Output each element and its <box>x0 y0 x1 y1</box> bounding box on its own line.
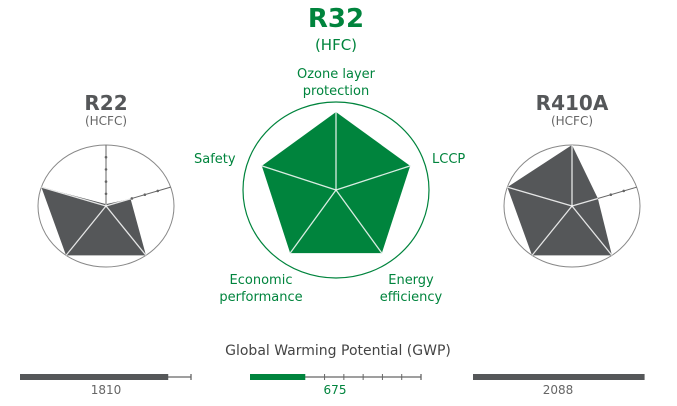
axis-label-ozone-line1: Ozone layer <box>297 67 375 82</box>
r32-radar-spoke <box>335 165 411 191</box>
axis-label-energy-line2: efficiency <box>379 290 443 305</box>
r410a-axis-tick <box>609 193 613 196</box>
r22-axis-tick <box>104 180 108 183</box>
r22-axis-tick <box>104 155 108 159</box>
r32-subtitle: (HFC) <box>314 36 358 54</box>
r22-axis-tick <box>104 168 108 171</box>
r32-gwp-bar <box>250 374 306 380</box>
r410a-radar-spoke <box>507 186 573 207</box>
r32-title: R32 <box>307 4 365 34</box>
axis-label-lccp: LCCP <box>432 152 466 167</box>
gwp-value-r32: 675 <box>323 383 347 397</box>
axis-label-ozone: Ozone layer protection <box>276 66 396 100</box>
r32-radar-spoke <box>261 165 337 191</box>
r410a-radar-spoke <box>571 205 613 256</box>
gwp-value-r410a: 2088 <box>542 383 574 397</box>
gwp-value-r22: 1810 <box>90 383 122 397</box>
axis-label-energy: Energy efficiency <box>356 272 466 306</box>
r22-radar-spoke <box>105 205 147 256</box>
r410a-axis-tick <box>622 189 626 193</box>
r22-subtitle: (HCFC) <box>84 114 128 128</box>
r410a-radar-spoke <box>571 197 599 207</box>
r32-outer-circle <box>242 101 430 279</box>
r410a-gwp-bar <box>473 374 644 380</box>
r410a-radar-spoke <box>531 205 573 256</box>
r22-axis-tick <box>143 193 147 196</box>
axis-label-economic-line2: performance <box>219 290 303 305</box>
axis-label-economic-line1: Economic <box>229 273 293 288</box>
r32-radar-spoke <box>289 189 337 254</box>
r22-title: R22 <box>84 91 128 115</box>
r22-radar-spoke <box>105 198 131 207</box>
r410a-subtitle: (HCFC) <box>550 114 594 128</box>
r410a-title: R410A <box>535 91 609 115</box>
r22-axis-tick <box>130 197 134 200</box>
r22-radar-spoke <box>65 205 107 256</box>
r22-axis-tick <box>156 189 160 193</box>
axis-label-safety: Safety <box>194 152 236 167</box>
r22-axis-tick <box>104 192 108 196</box>
r22-gwp-bar <box>20 374 169 380</box>
r410a-radar-area <box>507 145 612 256</box>
r32-radar-spoke <box>335 189 383 254</box>
axis-label-energy-line1: Energy <box>388 273 434 288</box>
gwp-title: Global Warming Potential (GWP) <box>225 343 451 359</box>
axis-label-economic: Economic performance <box>206 272 316 306</box>
axis-label-ozone-line2: protection <box>302 84 370 99</box>
r22-radar-spoke <box>41 186 107 207</box>
